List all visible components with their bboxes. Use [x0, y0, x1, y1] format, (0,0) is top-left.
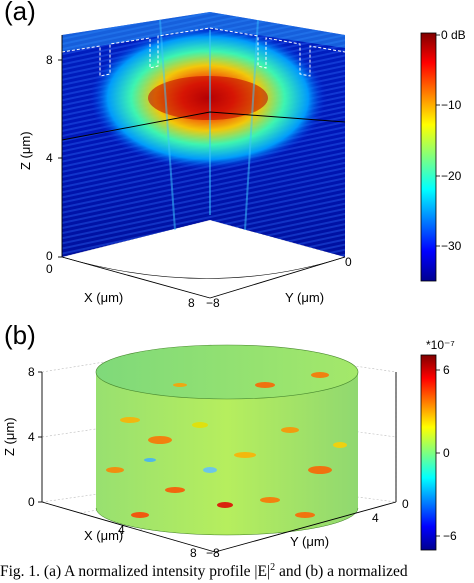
panel-b-colorbar-tick-6: 6 [443, 363, 450, 377]
panel-a-x-tick-0: 0 [46, 262, 53, 276]
panel-b-cylinder [95, 344, 359, 536]
panel-b-z-tick-8: 8 [28, 365, 35, 379]
panel-b-x-axis-label: X (μm) [84, 528, 123, 543]
figure-caption: Fig. 1. (a) A normalized intensity profi… [0, 560, 474, 583]
panel-a-x-tick-8: 8 [188, 296, 195, 310]
panel-b-y-axis-label: Y (μm) [290, 534, 329, 549]
panel-a: (a) [4, 0, 466, 310]
panel-b-colorbar [420, 354, 437, 551]
panel-a-colorbar-tick-20: −20 [441, 169, 462, 183]
panel-b-label: (b) [4, 320, 36, 350]
panel-a-x-axis-label: X (μm) [84, 290, 123, 305]
panel-b-colorbar-exponent: *10⁻⁷ [426, 338, 455, 352]
panel-b-y-tick-4: 4 [372, 511, 379, 525]
caption-superscript: 2 [270, 561, 276, 573]
caption-suffix: and (b) a normalized [275, 563, 408, 580]
panel-a-z-tick-8: 8 [46, 53, 53, 67]
panel-b-z-axis-label: Z (μm) [2, 417, 17, 456]
panel-b-colorbar-tick-neg6: −6 [443, 529, 457, 543]
caption-prefix: Fig. 1. (a) A normalized intensity profi… [0, 563, 271, 580]
panel-a-y-tick-neg8: −8 [206, 296, 220, 310]
panel-b-y-tick-neg8: −8 [206, 546, 220, 560]
panel-a-y-tick-0: 0 [345, 255, 352, 269]
panel-b-z-tick-4: 4 [28, 430, 35, 444]
panel-a-z-tick-0: 0 [46, 249, 53, 263]
panel-a-beams [159, 19, 259, 231]
panel-b-x-tick-4: 4 [118, 523, 125, 537]
panel-a-y-axis-label: Y (μm) [285, 290, 324, 305]
panel-a-colorbar-tick-30: −30 [441, 239, 462, 253]
panel-a-label: (a) [4, 0, 36, 26]
panel-b-colorbar-tick-0: 0 [443, 446, 450, 460]
panel-a-z-tick-4: 4 [46, 151, 53, 165]
panel-a-z-axis-label: Z (μm) [18, 131, 33, 170]
panel-b-y-tick-0: 0 [402, 497, 409, 511]
panel-b: (b) [2, 320, 457, 560]
panel-b-z-tick-0: 0 [28, 495, 35, 509]
panel-b-x-tick-8: 8 [190, 546, 197, 560]
panel-a-colorbar-tick-0: 0 dB [441, 28, 466, 42]
panel-a-grating-outline [61, 27, 346, 77]
panel-a-colorbar [420, 32, 437, 282]
panel-a-colorbar-tick-10: −10 [441, 98, 462, 112]
